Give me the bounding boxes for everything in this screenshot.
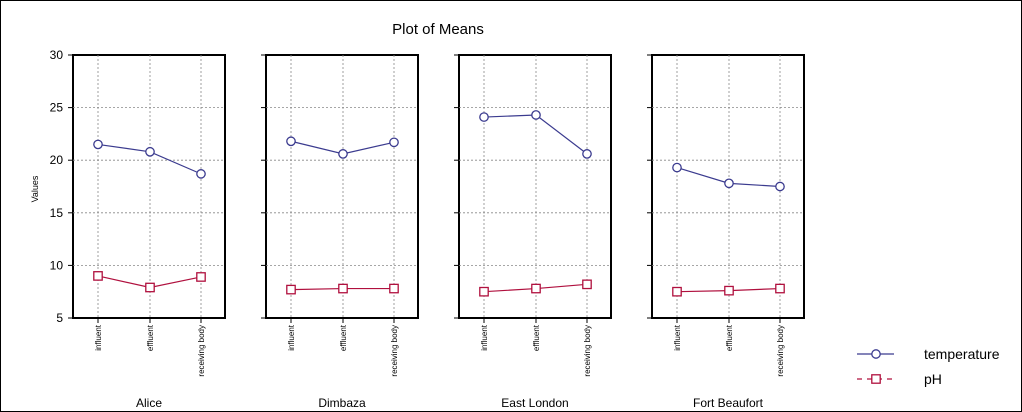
y-tick-label: 30 [50, 48, 64, 62]
x-tick-label: receiving body [390, 325, 399, 377]
y-axis-label: Values [30, 175, 40, 202]
point-temperature [479, 112, 489, 122]
panel-frame [458, 54, 612, 319]
panel-label: East London [501, 396, 568, 410]
point-ph [724, 285, 734, 296]
panel-label: Dimbaza [318, 396, 366, 410]
point-temperature [724, 178, 734, 189]
x-tick-label: influent [94, 324, 103, 351]
point-ph [196, 272, 206, 282]
point-ph [582, 279, 592, 290]
y-tick-label: 5 [56, 311, 63, 325]
panel-frame [72, 54, 226, 319]
point-temperature [531, 110, 541, 120]
y-tick-label: 15 [50, 206, 64, 220]
panel-frame [265, 54, 419, 319]
point-ph [479, 286, 489, 297]
chart-title: Plot of Means [392, 21, 484, 38]
panels-layer: influent effluent receiving body 5 10 15 20 25 3… [50, 48, 805, 410]
x-tick-label: effluent [725, 324, 734, 351]
x-tick-label: influent [287, 324, 296, 351]
y-tick-label: 20 [50, 153, 64, 167]
x-tick-label: influent [673, 324, 682, 351]
point-ph [775, 283, 785, 294]
point-ph [145, 282, 155, 293]
panel-alice: influent effluent receiving body 5 10 15 20 25 3… [50, 48, 226, 410]
point-ph [531, 283, 541, 294]
legend-marker [871, 349, 881, 359]
point-temperature [196, 169, 206, 179]
panel-frame [651, 54, 805, 319]
legend-item-ph: pH [857, 371, 942, 387]
point-temperature [389, 137, 399, 148]
panel-fort-beaufort: influent effluent receiving body Fort Beauf… [647, 54, 805, 410]
legend-marker [871, 374, 881, 384]
point-ph [93, 271, 103, 281]
legend: temperature pH [857, 346, 1000, 387]
y-tick-label: 25 [50, 101, 64, 115]
panel-east-london: influent effluent receiving body East Londo… [454, 54, 612, 410]
x-tick-label: receiving body [197, 325, 206, 377]
point-temperature [582, 149, 592, 159]
point-temperature [145, 146, 155, 157]
point-temperature [338, 149, 348, 159]
x-tick-label: receiving body [583, 325, 592, 377]
legend-label: pH [924, 371, 942, 387]
point-temperature [775, 181, 785, 192]
legend-item-temperature: temperature [857, 346, 1000, 362]
point-temperature [286, 136, 296, 147]
point-temperature [93, 139, 103, 150]
point-ph [389, 283, 399, 294]
x-tick-label: effluent [339, 324, 348, 351]
point-ph [672, 286, 682, 297]
x-tick-label: receiving body [776, 325, 785, 377]
panel-label: Fort Beaufort [693, 396, 764, 410]
point-ph [286, 284, 296, 295]
y-tick-label: 10 [50, 258, 64, 272]
x-tick-label: effluent [532, 324, 541, 351]
x-tick-label: influent [480, 324, 489, 351]
x-tick-label: effluent [146, 324, 155, 351]
point-ph [338, 283, 348, 294]
panel-dimbaza: influent effluent receiving body Dimbaza [261, 54, 419, 410]
point-temperature [672, 162, 682, 173]
legend-label: temperature [924, 346, 1000, 362]
panel-label: Alice [136, 396, 162, 410]
